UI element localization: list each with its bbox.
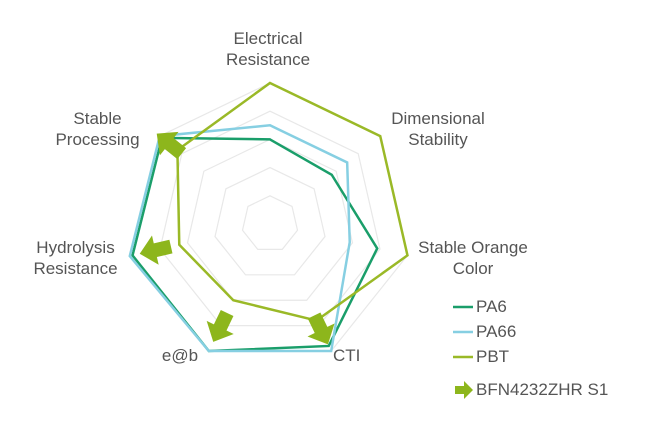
legend-label: PBT [476, 347, 510, 366]
legend-symbol [455, 381, 473, 399]
axis-label: Stable Processing [55, 109, 140, 149]
axis-label: e@b [161, 346, 199, 365]
axis-label: CTI [333, 346, 361, 365]
series-line [176, 81, 409, 322]
grid-ring [241, 195, 299, 251]
legend-label: BFN4232ZHR S1 [476, 380, 609, 399]
series-line [128, 124, 351, 353]
axis-label: Dimensional Stability [391, 109, 485, 149]
arrow-marker [156, 131, 187, 160]
arrow-marker [139, 235, 173, 265]
grid-ring [186, 138, 354, 301]
arrow-marker [206, 309, 234, 342]
axis-label: Electrical Resistance [225, 29, 311, 69]
grid-ring [214, 166, 326, 276]
arrow-marker [307, 312, 335, 345]
axis-label: Hydrolysis Resistance [33, 238, 118, 278]
axis-label: Stable Orange Color [418, 238, 528, 278]
legend-label: PA6 [476, 297, 507, 316]
legend-label: PA66 [476, 322, 517, 341]
series-line [131, 136, 379, 353]
